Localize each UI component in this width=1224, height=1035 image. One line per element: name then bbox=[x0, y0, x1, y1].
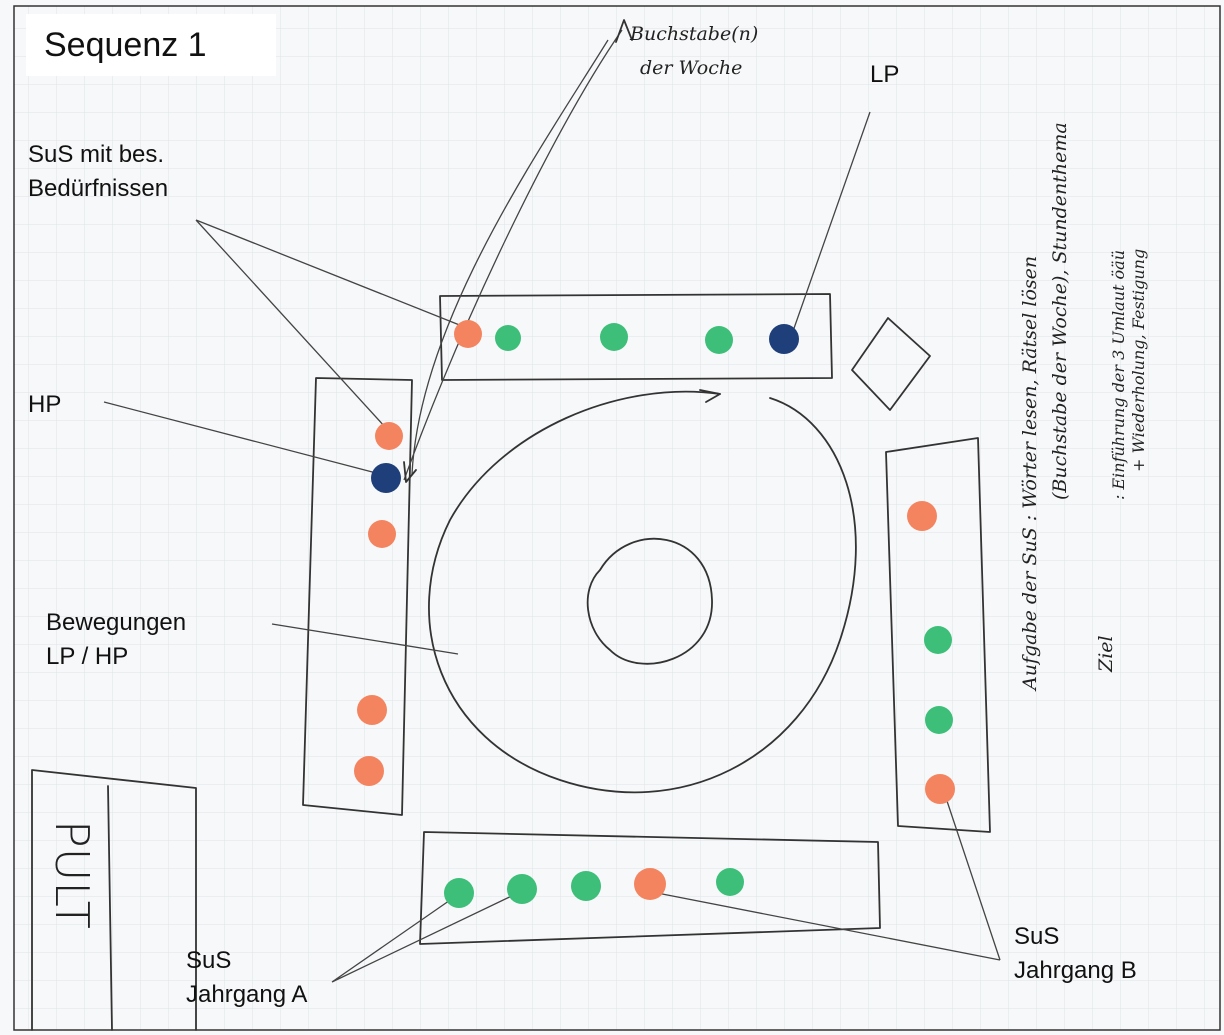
note-goal-line: + Wiederholung, Festigung bbox=[1129, 249, 1148, 472]
dot-blue bbox=[769, 324, 799, 354]
label-lp: LP bbox=[870, 61, 899, 88]
dot-green bbox=[924, 626, 952, 654]
dot-green bbox=[571, 871, 601, 901]
dot-green bbox=[716, 868, 744, 896]
page: {"header": {"title": "Sequenz 1"}, "labe… bbox=[0, 0, 1224, 1035]
label-hp: HP bbox=[28, 391, 61, 418]
dot-orange bbox=[634, 868, 666, 900]
title: Sequenz 1 bbox=[44, 26, 207, 64]
note-goal-line: : Einführung der 3 Umlaut öäü bbox=[1109, 250, 1128, 500]
note-goal-label: Ziel bbox=[1095, 635, 1117, 673]
diagram: Sequenz 1 PULT bbox=[0, 0, 1224, 1035]
dot-green bbox=[444, 878, 474, 908]
pult-label: PULT bbox=[45, 820, 99, 929]
dot-orange bbox=[375, 422, 403, 450]
note-task-label: Aufgabe der SuS: Wörter lesen, Rätsel lö… bbox=[1019, 256, 1041, 692]
dot-orange bbox=[925, 774, 955, 804]
dot-green bbox=[705, 326, 733, 354]
dot-blue bbox=[371, 463, 401, 493]
dot-orange bbox=[357, 695, 387, 725]
dot-green bbox=[600, 323, 628, 351]
dot-orange bbox=[907, 501, 937, 531]
dot-green bbox=[495, 325, 521, 351]
dot-orange bbox=[454, 320, 482, 348]
dot-green bbox=[507, 874, 537, 904]
dot-orange bbox=[368, 520, 396, 548]
dot-green bbox=[925, 706, 953, 734]
note-task-line: (Buchstabe der Woche), Stundenthema bbox=[1049, 122, 1071, 500]
dot-orange bbox=[354, 756, 384, 786]
